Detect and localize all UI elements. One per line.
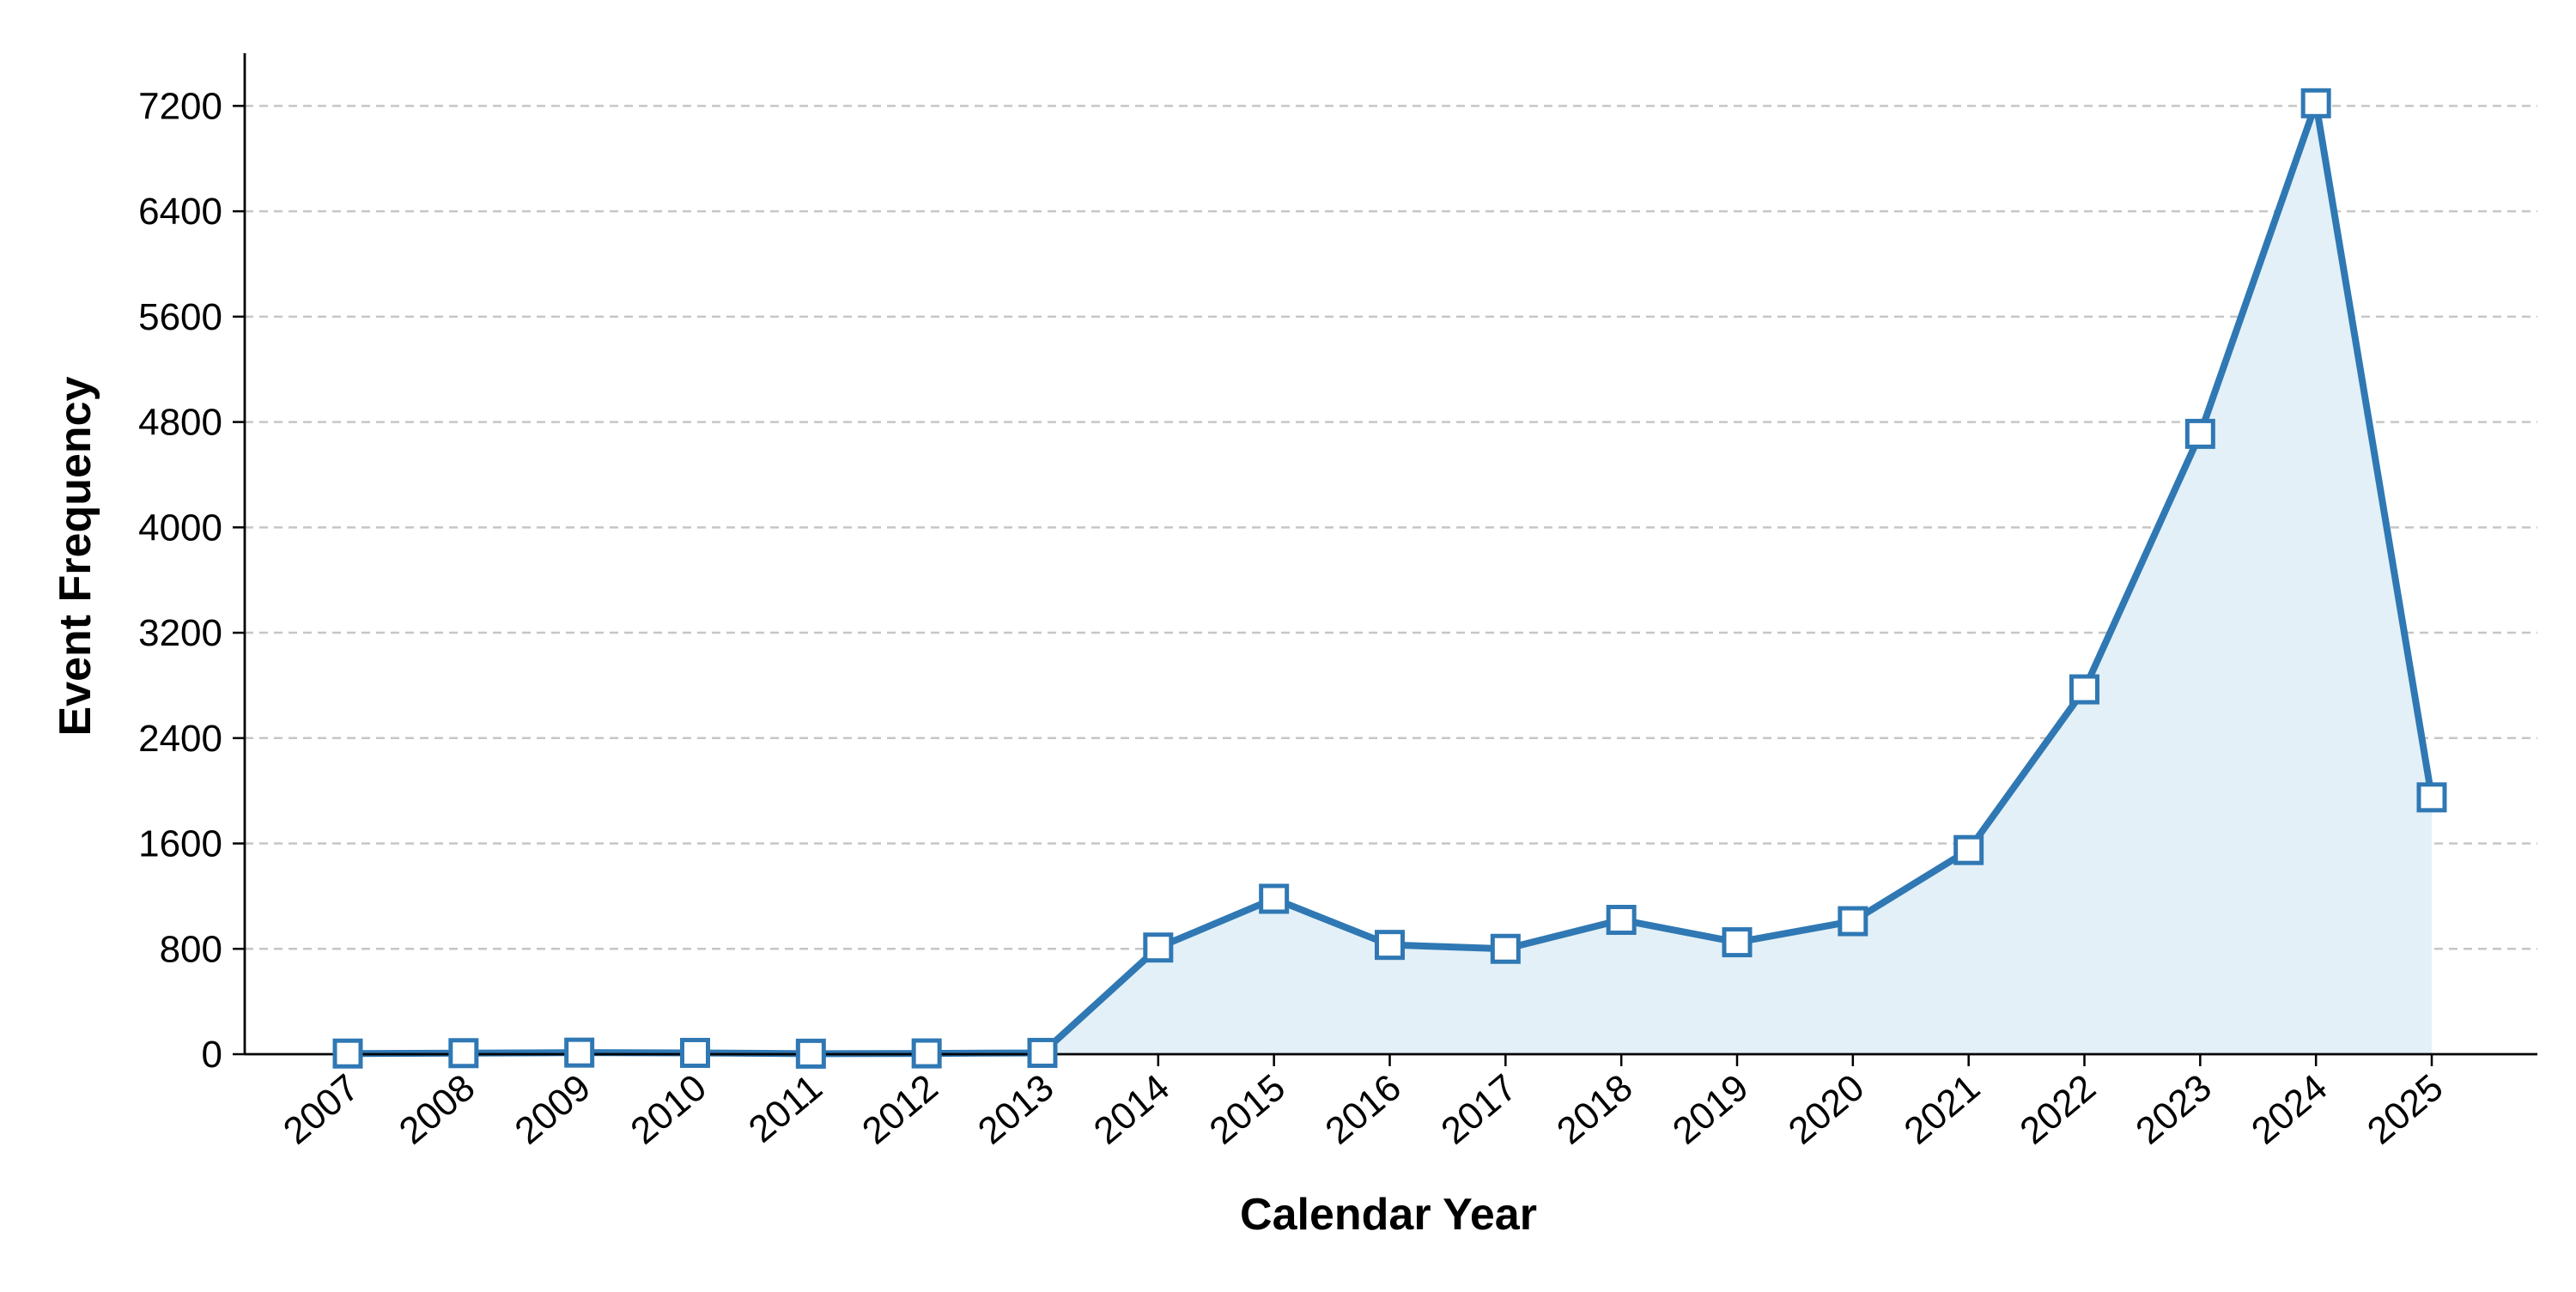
data-point-2019 — [1722, 927, 1753, 958]
x-tick-label: 2025 — [2360, 1066, 2451, 1152]
x-tick-label: 2008 — [392, 1066, 483, 1152]
data-point-2011 — [795, 1038, 826, 1069]
data-point-2012 — [911, 1038, 942, 1069]
data-point-2009 — [564, 1037, 595, 1068]
y-tick-label: 3200 — [138, 612, 222, 654]
data-point-2017 — [1490, 933, 1521, 964]
y-tick-label: 800 — [160, 928, 222, 970]
area-fill-layer — [348, 103, 2432, 1054]
y-tick-label: 2400 — [138, 718, 222, 760]
data-point-2018 — [1606, 905, 1637, 936]
x-tick-label: 2021 — [1897, 1066, 1988, 1152]
y-tick-label: 6400 — [138, 191, 222, 233]
x-tick-label: 2017 — [1433, 1066, 1524, 1152]
x-tick-label: 2011 — [741, 1066, 830, 1150]
y-tick-label: 0 — [202, 1034, 222, 1076]
grid-lines — [245, 105, 2537, 950]
y-tick-label: 4000 — [138, 506, 222, 549]
data-point-2025 — [2416, 782, 2447, 813]
data-point-2024 — [2300, 88, 2331, 118]
data-point-2013 — [1027, 1037, 1058, 1068]
x-tick-label: 2013 — [970, 1066, 1061, 1152]
y-axis-title: Event Frequency — [51, 376, 100, 736]
y-tick-label: 4800 — [138, 402, 222, 444]
x-tick-label: 2020 — [1781, 1066, 1872, 1152]
data-point-2014 — [1143, 932, 1174, 963]
x-tick-label: 2010 — [623, 1066, 714, 1152]
data-point-2016 — [1375, 930, 1405, 961]
y-tick-label: 7200 — [138, 85, 222, 127]
x-tick-label: 2009 — [507, 1066, 598, 1152]
data-point-2007 — [332, 1038, 363, 1069]
data-point-2021 — [1953, 834, 1984, 865]
x-tick-label: 2012 — [854, 1066, 945, 1152]
x-tick-label: 2015 — [1202, 1066, 1293, 1152]
x-tick-label: 2007 — [276, 1066, 367, 1152]
y-tick-label: 1600 — [138, 823, 222, 865]
x-tick-label: 2023 — [2128, 1066, 2219, 1152]
data-point-2020 — [1838, 906, 1868, 937]
y-tick-label: 5600 — [138, 296, 222, 338]
x-tick-label: 2016 — [1317, 1066, 1408, 1152]
data-point-2010 — [680, 1037, 710, 1068]
series-area-fill — [348, 103, 2432, 1054]
x-tick-label: 2019 — [1665, 1066, 1756, 1152]
data-point-2008 — [448, 1038, 479, 1069]
data-point-2015 — [1259, 883, 1290, 914]
data-point-2023 — [2184, 418, 2215, 449]
data-markers — [332, 88, 2447, 1069]
x-tick-label: 2022 — [2012, 1066, 2103, 1152]
x-axis-title: Calendar Year — [1240, 1190, 1537, 1240]
data-point-2022 — [2069, 674, 2099, 705]
x-tick-label: 2024 — [2244, 1066, 2335, 1152]
x-tick-label: 2018 — [1549, 1066, 1640, 1152]
x-tick-label: 2014 — [1086, 1066, 1177, 1152]
